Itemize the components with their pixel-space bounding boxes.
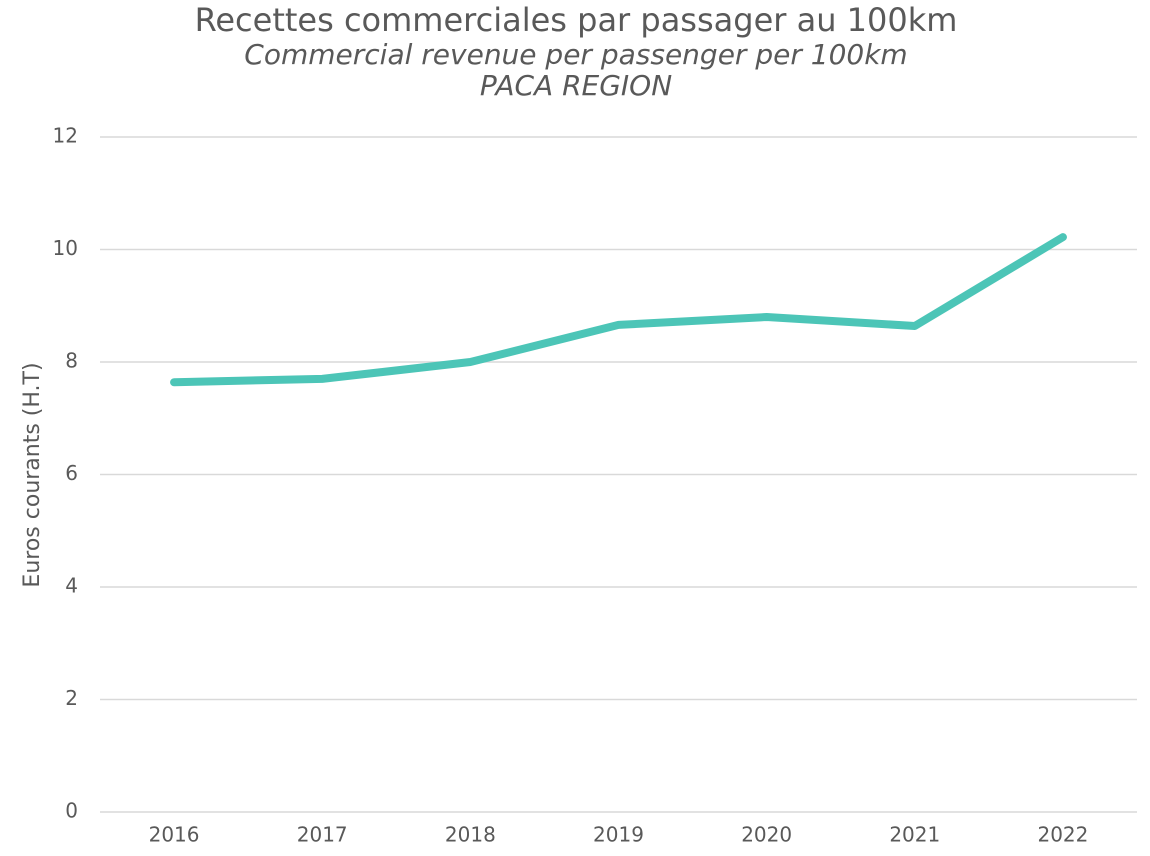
y-tick-label: 4 xyxy=(65,574,78,598)
x-tick-label: 2022 xyxy=(1037,823,1088,847)
y-tick-label: 12 xyxy=(53,124,78,148)
y-tick-label: 8 xyxy=(65,349,78,373)
x-tick-label: 2018 xyxy=(445,823,496,847)
x-tick-label: 2020 xyxy=(741,823,792,847)
y-tick-label: 10 xyxy=(53,236,78,260)
x-tick-label: 2016 xyxy=(149,823,200,847)
chart-subtitle: PACA REGION xyxy=(480,69,672,102)
y-tick-label: 0 xyxy=(65,799,78,823)
chart-title: Recettes commerciales par passager au 10… xyxy=(195,1,958,39)
y-axis-label: Euros courants (H.T) xyxy=(20,362,45,587)
x-tick-label: 2021 xyxy=(889,823,940,847)
y-tick-label: 6 xyxy=(65,461,78,485)
chart-subtitle: Commercial revenue per passenger per 100… xyxy=(244,38,907,71)
line-series xyxy=(170,233,1067,387)
x-tick-label: 2017 xyxy=(297,823,348,847)
y-tick-label: 2 xyxy=(65,686,78,710)
x-tick-label: 2019 xyxy=(593,823,644,847)
